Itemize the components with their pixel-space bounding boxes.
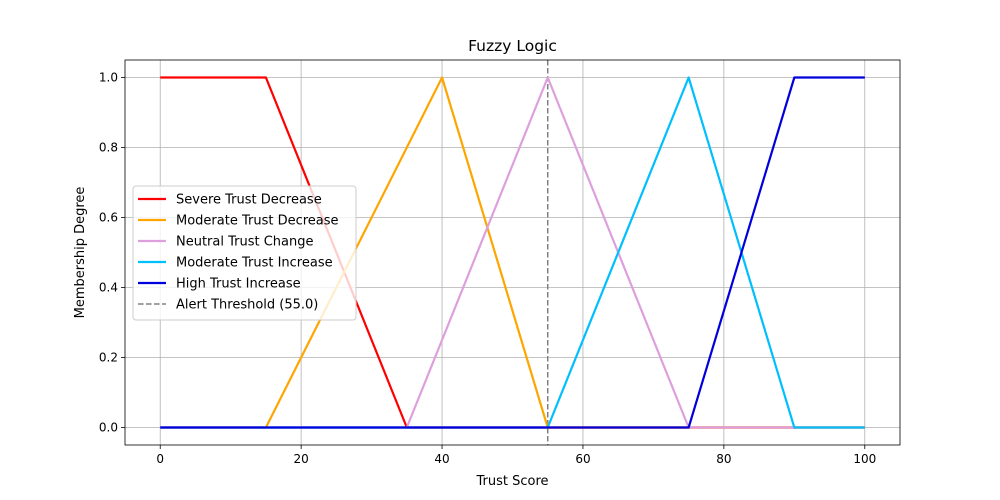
y-tick-label: 1.0 — [99, 71, 118, 85]
y-tick-label: 0.2 — [99, 351, 118, 365]
y-tick-label: 0.4 — [99, 281, 118, 295]
y-tick-label: 0.6 — [99, 211, 118, 225]
legend-box — [132, 185, 357, 321]
x-tick-label: 0 — [156, 452, 164, 466]
x-tick-label: 40 — [434, 452, 449, 466]
legend: Severe Trust Decrease Moderate Trust Decr… — [132, 185, 357, 321]
legend-entry-label: Moderate Trust Decrease — [176, 214, 339, 229]
x-tick-label: 80 — [716, 452, 731, 466]
x-tick-label: 100 — [853, 452, 876, 466]
x-tick-label: 20 — [293, 452, 308, 466]
y-axis-label: Membership Degree — [73, 187, 88, 319]
legend-entry-label: High Trust Increase — [176, 277, 301, 292]
legend-entry-label: Moderate Trust Increase — [176, 256, 333, 271]
chart-title: Fuzzy Logic — [468, 37, 557, 55]
y-tick-label: 0.8 — [99, 141, 118, 155]
legend-entry-label: Neutral Trust Change — [176, 235, 314, 250]
legend-entry-label: Severe Trust Decrease — [176, 193, 322, 208]
x-axis-label: Trust Score — [475, 474, 548, 489]
legend-entry-label: Alert Threshold (55.0) — [176, 298, 318, 313]
y-tick-label: 0.0 — [99, 421, 118, 435]
x-tick-label: 60 — [575, 452, 590, 466]
axis-ticks: 0 20 40 60 80 100 0.0 0.2 0.4 0.6 0.8 1.0 — [99, 71, 876, 467]
series-line-5 — [160, 76, 865, 429]
axes-frame — [124, 59, 901, 446]
